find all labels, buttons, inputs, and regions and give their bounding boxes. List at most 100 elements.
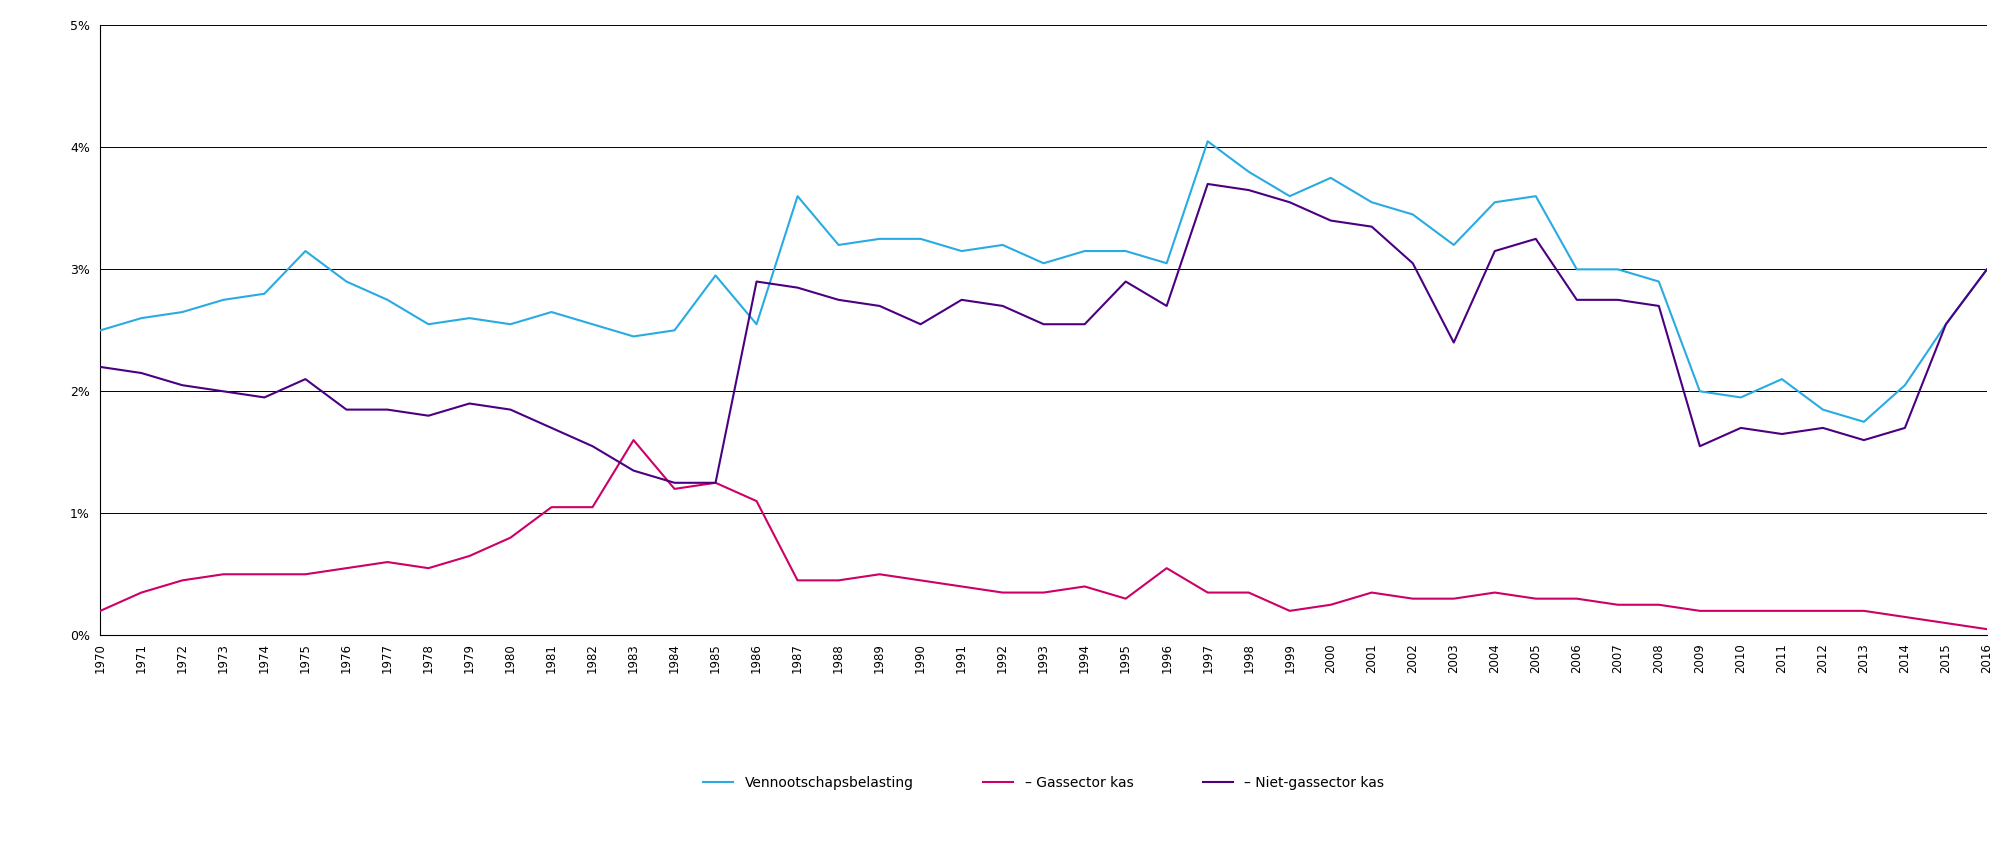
– Niet-gassector kas <box>88 362 112 372</box>
– Niet-gassector kas <box>991 301 1016 311</box>
– Gassector kas <box>1893 612 1917 622</box>
Vennootschapsbelasting <box>1032 258 1056 268</box>
– Niet-gassector kas <box>458 398 482 408</box>
– Gassector kas <box>909 575 933 585</box>
– Gassector kas <box>171 575 195 585</box>
Vennootschapsbelasting <box>88 325 112 335</box>
Vennootschapsbelasting <box>745 319 769 329</box>
Vennootschapsbelasting <box>1688 386 1712 396</box>
– Niet-gassector kas <box>1114 276 1138 286</box>
– Gassector kas <box>662 484 686 494</box>
– Gassector kas <box>540 502 564 512</box>
– Niet-gassector kas <box>1319 215 1343 225</box>
– Gassector kas <box>498 533 522 543</box>
– Niet-gassector kas <box>1483 246 1507 256</box>
– Gassector kas <box>88 606 112 616</box>
– Niet-gassector kas <box>909 319 933 329</box>
– Niet-gassector kas <box>335 405 359 415</box>
Vennootschapsbelasting <box>458 313 482 324</box>
– Niet-gassector kas <box>1893 423 1917 433</box>
Vennootschapsbelasting <box>375 295 399 305</box>
– Niet-gassector kas <box>867 301 891 311</box>
– Niet-gassector kas <box>1072 319 1096 329</box>
Vennootschapsbelasting <box>293 246 317 256</box>
Vennootschapsbelasting <box>1072 246 1096 256</box>
Vennootschapsbelasting <box>827 240 851 250</box>
– Gassector kas <box>704 478 729 488</box>
– Gassector kas <box>458 551 482 561</box>
– Niet-gassector kas <box>1359 222 1383 232</box>
– Gassector kas <box>1565 594 1590 604</box>
– Gassector kas <box>1032 588 1056 598</box>
– Gassector kas <box>335 563 359 573</box>
– Gassector kas <box>253 569 277 579</box>
Vennootschapsbelasting <box>540 307 564 317</box>
– Niet-gassector kas <box>662 478 686 488</box>
– Gassector kas <box>1196 588 1220 598</box>
– Niet-gassector kas <box>785 283 809 293</box>
Vennootschapsbelasting <box>1359 197 1383 208</box>
– Niet-gassector kas <box>1648 301 1672 311</box>
– Niet-gassector kas <box>128 368 153 378</box>
– Niet-gassector kas <box>1565 295 1590 305</box>
– Gassector kas <box>1935 618 1959 628</box>
– Gassector kas <box>1278 606 1303 616</box>
Vennootschapsbelasting <box>1236 167 1260 177</box>
– Niet-gassector kas <box>1032 319 1056 329</box>
– Niet-gassector kas <box>1278 197 1303 208</box>
Vennootschapsbelasting <box>1319 173 1343 183</box>
Vennootschapsbelasting <box>949 246 973 256</box>
– Niet-gassector kas <box>949 295 973 305</box>
– Gassector kas <box>1319 600 1343 610</box>
Vennootschapsbelasting <box>211 295 235 305</box>
– Niet-gassector kas <box>171 380 195 390</box>
– Niet-gassector kas <box>622 466 646 476</box>
Vennootschapsbelasting <box>867 234 891 244</box>
– Niet-gassector kas <box>1441 337 1465 347</box>
– Gassector kas <box>785 575 809 585</box>
– Gassector kas <box>415 563 440 573</box>
– Gassector kas <box>1852 606 1877 616</box>
– Gassector kas <box>1606 600 1630 610</box>
Vennootschapsbelasting <box>704 270 729 280</box>
– Niet-gassector kas <box>1810 423 1834 433</box>
Vennootschapsbelasting <box>1565 264 1590 274</box>
– Niet-gassector kas <box>704 478 729 488</box>
– Gassector kas <box>1770 606 1794 616</box>
Vennootschapsbelasting <box>662 325 686 335</box>
– Gassector kas <box>580 502 604 512</box>
Line: – Gassector kas: – Gassector kas <box>100 440 1987 629</box>
Vennootschapsbelasting <box>1648 276 1672 286</box>
Vennootschapsbelasting <box>1852 417 1877 427</box>
– Gassector kas <box>1401 594 1425 604</box>
– Gassector kas <box>991 588 1016 598</box>
Vennootschapsbelasting <box>335 276 359 286</box>
Vennootschapsbelasting <box>909 234 933 244</box>
– Niet-gassector kas <box>253 392 277 402</box>
– Gassector kas <box>867 569 891 579</box>
– Gassector kas <box>745 496 769 507</box>
– Niet-gassector kas <box>540 423 564 433</box>
– Niet-gassector kas <box>1154 301 1178 311</box>
– Gassector kas <box>293 569 317 579</box>
Vennootschapsbelasting <box>1278 191 1303 202</box>
– Gassector kas <box>1688 606 1712 616</box>
– Niet-gassector kas <box>498 405 522 415</box>
Vennootschapsbelasting <box>1606 264 1630 274</box>
– Gassector kas <box>949 581 973 591</box>
– Niet-gassector kas <box>1975 264 1999 274</box>
– Niet-gassector kas <box>827 295 851 305</box>
Vennootschapsbelasting <box>1810 405 1834 415</box>
– Gassector kas <box>1359 588 1383 598</box>
– Gassector kas <box>1483 588 1507 598</box>
– Niet-gassector kas <box>1935 319 1959 329</box>
Vennootschapsbelasting <box>415 319 440 329</box>
Vennootschapsbelasting <box>171 307 195 317</box>
Vennootschapsbelasting <box>622 331 646 341</box>
– Gassector kas <box>1154 563 1178 573</box>
Vennootschapsbelasting <box>1523 191 1547 202</box>
Vennootschapsbelasting <box>1975 264 1999 274</box>
Vennootschapsbelasting <box>128 313 153 324</box>
– Gassector kas <box>827 575 851 585</box>
Vennootschapsbelasting <box>1728 392 1752 402</box>
